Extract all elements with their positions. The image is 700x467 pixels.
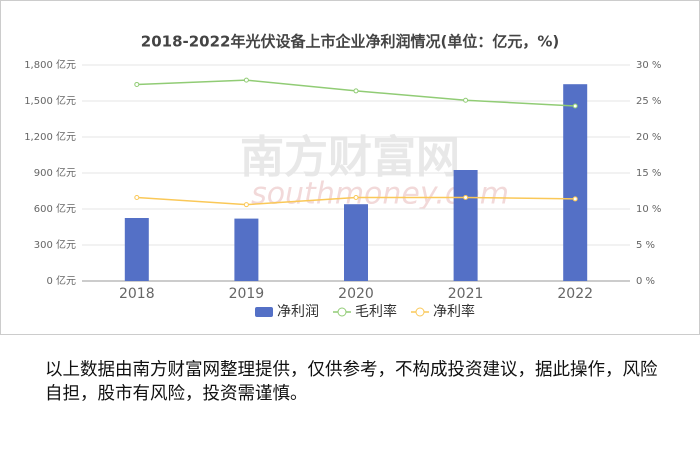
point (463, 194, 469, 200)
x-tick-label: 2021 (448, 286, 484, 302)
bar (124, 218, 149, 281)
caption: 以上数据由南方财富网整理提供，仅供参考，不构成投资建议，据此操作，风险自担，股市… (45, 360, 658, 404)
point (353, 88, 359, 94)
y-tick-label: 1,800 亿元 (24, 58, 76, 71)
legend-label: 毛利率 (355, 303, 397, 320)
x-tick-label: 2022 (557, 286, 593, 302)
y2-tick-label: 25 % (636, 96, 661, 107)
x-tick-label: 2019 (229, 286, 265, 302)
point (572, 103, 578, 109)
y-tick-label: 1,500 亿元 (24, 94, 76, 107)
y2-tick-label: 10 % (636, 204, 661, 215)
legend-swatch (337, 307, 347, 317)
legend-swatch (255, 307, 273, 317)
bar (344, 204, 368, 281)
bar (453, 170, 478, 281)
chart: 南方财富网 southmoney.com 2018-2022年光伏设备上市企业净… (0, 0, 700, 335)
y2-tick-label: 20 % (636, 132, 661, 143)
bar (234, 218, 259, 281)
legend-label: 净利润 (277, 304, 319, 320)
y-tick-label: 0 亿元 (46, 274, 76, 287)
point (572, 196, 578, 202)
y2-tick-label: 0 % (636, 276, 655, 287)
y-tick-label: 300 亿元 (34, 238, 76, 251)
watermark: 南方财富网 (240, 132, 460, 183)
bar (563, 84, 588, 281)
y2-tick-label: 15 % (636, 168, 661, 179)
point (353, 194, 359, 200)
y-tick-label: 600 亿元 (34, 202, 76, 215)
legend-swatch (415, 307, 425, 317)
legend-label: 净利率 (433, 303, 475, 320)
y-tick-label: 900 亿元 (34, 166, 76, 179)
point (134, 194, 140, 200)
x-tick-label: 2020 (338, 286, 374, 302)
chart-title: 2018-2022年光伏设备上市企业净利润情况(单位：亿元，%) (141, 33, 559, 51)
x-tick-label: 2018 (119, 286, 155, 302)
point (243, 77, 249, 83)
y2-tick-label: 30 % (636, 60, 661, 71)
y-tick-label: 1,200 亿元 (24, 130, 76, 143)
point (463, 97, 469, 103)
point (134, 81, 140, 87)
y2-tick-label: 5 % (636, 240, 655, 251)
point (243, 202, 249, 208)
